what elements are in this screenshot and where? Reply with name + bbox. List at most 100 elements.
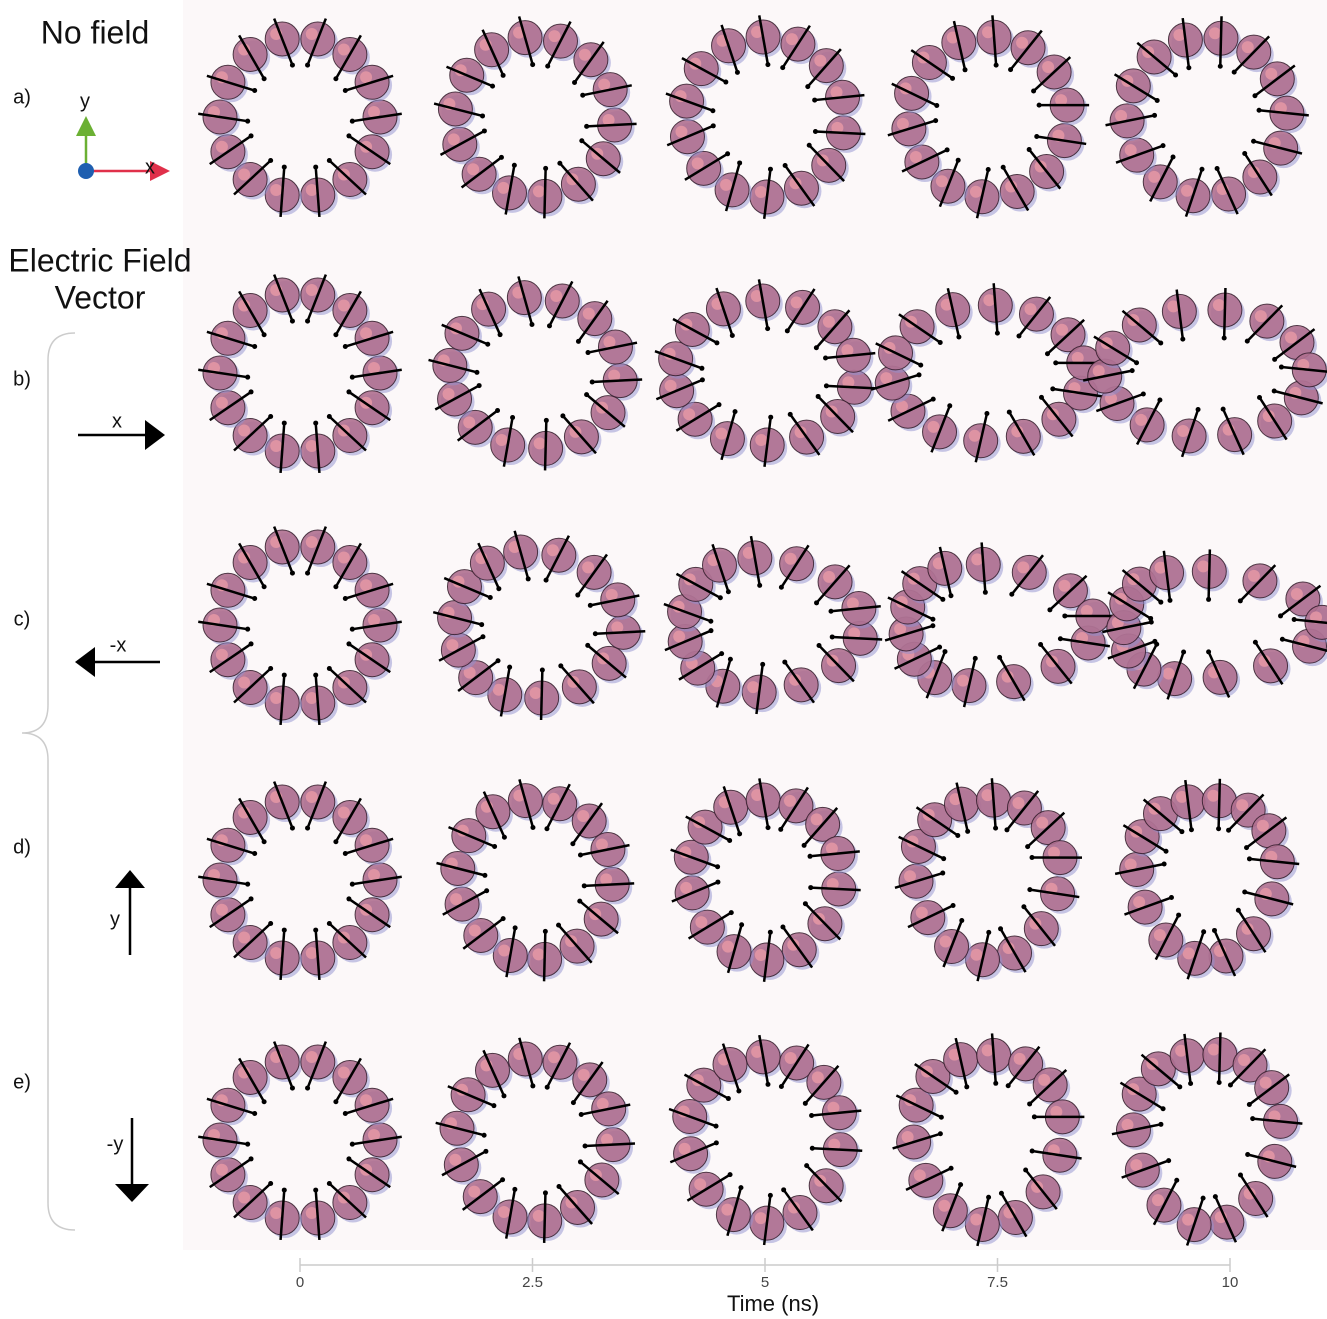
protein-blob-highlight bbox=[970, 1213, 982, 1225]
protein-blob-highlight bbox=[467, 163, 479, 175]
protein-blob-highlight bbox=[970, 186, 982, 198]
dipole-head bbox=[588, 603, 593, 608]
dipole-head bbox=[766, 825, 771, 830]
dipole-head bbox=[282, 1188, 287, 1193]
dipole-head bbox=[1006, 1083, 1011, 1088]
protein-blob-highlight bbox=[450, 893, 462, 905]
protein-blob-highlight bbox=[784, 795, 796, 807]
dipole-head bbox=[1148, 616, 1153, 621]
protein-blob-highlight bbox=[360, 579, 372, 591]
dipole-head bbox=[491, 1103, 496, 1108]
dipole-head bbox=[808, 885, 813, 890]
dipole-head bbox=[938, 1131, 943, 1136]
dipole-head bbox=[765, 326, 770, 331]
dipole-head bbox=[1152, 113, 1157, 118]
dipole-head bbox=[963, 67, 968, 72]
dipole-head bbox=[768, 1193, 773, 1198]
protein-blob-highlight bbox=[1148, 171, 1160, 183]
dipole-head bbox=[313, 673, 318, 678]
dipole-head bbox=[333, 584, 338, 589]
dipole-head bbox=[482, 1133, 487, 1138]
protein-blob-highlight bbox=[755, 434, 767, 446]
dipole-head bbox=[983, 590, 988, 595]
protein-blob-highlight bbox=[692, 157, 704, 169]
dipole-head bbox=[305, 1086, 310, 1091]
protein-blob-highlight bbox=[1058, 580, 1070, 592]
dipole-head bbox=[726, 589, 731, 594]
dipole-head bbox=[510, 415, 515, 420]
dipole-head bbox=[530, 62, 535, 67]
dipole-head bbox=[955, 833, 960, 838]
dipole-head bbox=[350, 882, 355, 887]
protein-blob-highlight bbox=[577, 810, 589, 822]
protein-blob-highlight bbox=[971, 949, 983, 961]
dipole-head bbox=[333, 1099, 338, 1104]
dipole-head bbox=[711, 123, 716, 128]
dipole-head bbox=[1221, 407, 1226, 412]
dipole-head bbox=[1166, 1158, 1171, 1163]
protein-blob-highlight bbox=[1238, 1054, 1250, 1066]
protein-blob-highlight bbox=[1016, 37, 1028, 49]
dipole-head bbox=[1161, 143, 1166, 148]
protein-blob-highlight bbox=[1014, 1053, 1026, 1065]
dipole-head bbox=[808, 854, 813, 859]
protein-blob-highlight bbox=[1207, 790, 1219, 802]
dipole-head bbox=[708, 619, 713, 624]
dipole-head bbox=[545, 1085, 550, 1090]
dipole-head bbox=[1158, 1122, 1163, 1127]
dipole-head bbox=[933, 118, 938, 123]
dipole-head bbox=[479, 622, 484, 627]
protein-blob-highlight bbox=[270, 440, 282, 452]
dipole-head bbox=[584, 124, 589, 129]
dipole-head bbox=[490, 84, 495, 89]
dipole-head bbox=[327, 158, 332, 163]
protein-blob-highlight bbox=[936, 175, 948, 187]
dipole-head bbox=[579, 138, 584, 143]
protein-blob-highlight bbox=[811, 813, 823, 825]
protein-blob-highlight bbox=[694, 1178, 706, 1190]
dipole-head bbox=[1196, 407, 1201, 412]
dipole-head bbox=[729, 910, 734, 915]
dipole-head bbox=[938, 340, 943, 345]
row-label: e) bbox=[13, 1071, 31, 1093]
protein-blob-highlight bbox=[338, 299, 350, 311]
dipole-head bbox=[585, 643, 590, 648]
dipole-head bbox=[940, 871, 945, 876]
dipole-head bbox=[1242, 890, 1247, 895]
dipole-head bbox=[1257, 395, 1262, 400]
dipole-head bbox=[1032, 1114, 1037, 1119]
protein-blob-highlight bbox=[1038, 1074, 1050, 1086]
dipole-head bbox=[757, 583, 762, 588]
dipole-head bbox=[290, 63, 295, 68]
dipole-head bbox=[727, 838, 732, 843]
dipole-head bbox=[482, 873, 487, 878]
dipole-head bbox=[1045, 351, 1050, 356]
dipole-head bbox=[730, 333, 735, 338]
dipole-head bbox=[474, 370, 479, 375]
dipole-head bbox=[245, 627, 250, 632]
dipole-head bbox=[930, 623, 935, 628]
dipole-head bbox=[327, 921, 332, 926]
dipole-head bbox=[492, 844, 497, 849]
dipole-head bbox=[1238, 1173, 1243, 1178]
dipole-head bbox=[717, 402, 722, 407]
dipole-head bbox=[305, 571, 310, 576]
protein-blob-highlight bbox=[910, 151, 922, 163]
field-arrow bbox=[75, 420, 165, 1202]
dipole-head bbox=[1134, 360, 1139, 365]
protein-blob-highlight bbox=[785, 1052, 797, 1064]
dipole-head bbox=[249, 133, 254, 138]
dipole-head bbox=[343, 88, 348, 93]
dipole-head bbox=[788, 412, 793, 417]
dipole-head bbox=[700, 377, 705, 382]
dipole-head bbox=[558, 663, 563, 668]
dipole-head bbox=[305, 63, 310, 68]
protein-blob-highlight bbox=[270, 184, 282, 196]
x-tick-label: 10 bbox=[1222, 1274, 1239, 1291]
protein-blob-highlight bbox=[306, 284, 318, 296]
dipole-head bbox=[1242, 151, 1247, 156]
dipole-head bbox=[1176, 913, 1181, 918]
dipole-head bbox=[530, 825, 535, 830]
dipole-head bbox=[1206, 649, 1211, 654]
protein-blob-highlight bbox=[496, 434, 508, 446]
